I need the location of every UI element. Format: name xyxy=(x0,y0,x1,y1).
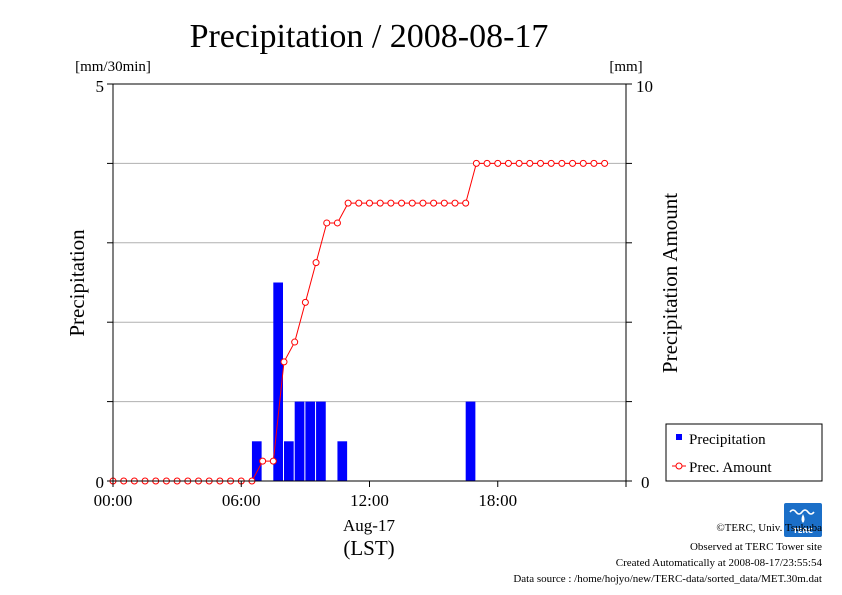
amount-point xyxy=(494,159,502,167)
amount-point xyxy=(387,199,395,207)
amount-point xyxy=(547,159,555,167)
amount-point xyxy=(430,199,438,207)
precipitation-bar xyxy=(284,441,294,481)
amount-point xyxy=(344,199,352,207)
y-unit-right: [mm] xyxy=(609,59,642,75)
amount-point xyxy=(355,199,363,207)
amount-point xyxy=(590,159,598,167)
precipitation-bar xyxy=(337,441,348,481)
legend-marker-swatch xyxy=(675,462,683,470)
amount-point xyxy=(451,199,459,207)
precipitation-bar xyxy=(273,282,283,481)
precipitation-bar xyxy=(251,441,262,481)
amount-point xyxy=(312,259,320,267)
amount-point xyxy=(323,219,331,227)
amount-point xyxy=(376,199,384,207)
logo-text: TERC xyxy=(793,527,813,535)
y-tick-label-right-min: 0 xyxy=(641,473,650,492)
x-axis-label: Aug-17 xyxy=(343,516,395,535)
y-axis-label-left: Precipitation xyxy=(65,229,89,337)
amount-point xyxy=(558,159,566,167)
amount-point xyxy=(259,457,267,465)
x-tick-label: 12:00 xyxy=(350,491,389,510)
amount-point xyxy=(504,159,512,167)
y-unit-left: [mm/30min] xyxy=(75,59,151,75)
legend-bar-swatch xyxy=(676,434,682,440)
legend: Precipitation Prec. Amount xyxy=(665,423,823,482)
footer-source: Data source : /home/hojyo/new/TERC-data/… xyxy=(513,573,822,585)
footer-created: Created Automatically at 2008-08-17/23:5… xyxy=(616,557,823,569)
x-tick-label: 18:00 xyxy=(478,491,517,510)
wave-icon xyxy=(789,509,815,515)
amount-point xyxy=(398,199,406,207)
footer-observed: Observed at TERC Tower site xyxy=(690,541,822,553)
amount-point xyxy=(515,159,523,167)
amount-point xyxy=(419,199,427,207)
precipitation-bar xyxy=(465,401,476,481)
x-tick-labels: 00:00 06:00 12:00 18:00 xyxy=(94,491,517,510)
amount-point xyxy=(366,199,373,207)
terc-logo: TERC xyxy=(784,503,822,537)
y-tick-label-left-min: 0 xyxy=(96,473,105,492)
amount-point xyxy=(269,457,277,465)
precipitation-bar xyxy=(305,401,316,481)
precipitation-bar xyxy=(294,401,305,481)
legend-box xyxy=(665,423,823,482)
y-axis-label-right: Precipitation Amount xyxy=(658,193,682,373)
legend-label-precipitation: Precipitation xyxy=(689,432,766,448)
amount-point xyxy=(569,159,577,167)
footer-copyright: ©TERC, Univ. Tsukuba xyxy=(716,522,822,534)
amount-point xyxy=(301,298,309,306)
amount-point xyxy=(440,199,448,207)
chart-title: Precipitation / 2008-08-17 xyxy=(190,18,549,55)
y-tick-label-right-max: 10 xyxy=(636,77,653,96)
amount-point xyxy=(408,199,416,207)
precipitation-bars xyxy=(251,282,476,481)
y-tick-label-left-max: 5 xyxy=(96,77,105,96)
amount-point xyxy=(537,159,544,167)
amount-point xyxy=(333,219,341,227)
plot-frame xyxy=(112,83,627,482)
amount-point xyxy=(291,338,299,346)
axis-ticks xyxy=(107,83,632,487)
x-tick-label: 00:00 xyxy=(94,491,133,510)
amount-point xyxy=(526,159,534,167)
gridlines xyxy=(113,162,626,403)
precipitation-bar xyxy=(316,401,326,481)
amount-point xyxy=(601,159,609,167)
amount-point xyxy=(280,358,288,366)
amount-point xyxy=(483,159,491,167)
amount-point xyxy=(462,199,470,207)
amount-point xyxy=(472,159,480,167)
amount-point xyxy=(579,159,587,167)
x-tick-label: 06:00 xyxy=(222,491,261,510)
x-axis-sublabel: (LST) xyxy=(343,536,394,560)
legend-label-amount: Prec. Amount xyxy=(689,460,772,476)
water-drop-icon xyxy=(801,514,805,523)
